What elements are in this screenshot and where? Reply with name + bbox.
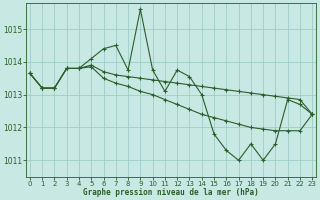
X-axis label: Graphe pression niveau de la mer (hPa): Graphe pression niveau de la mer (hPa)	[83, 188, 259, 197]
